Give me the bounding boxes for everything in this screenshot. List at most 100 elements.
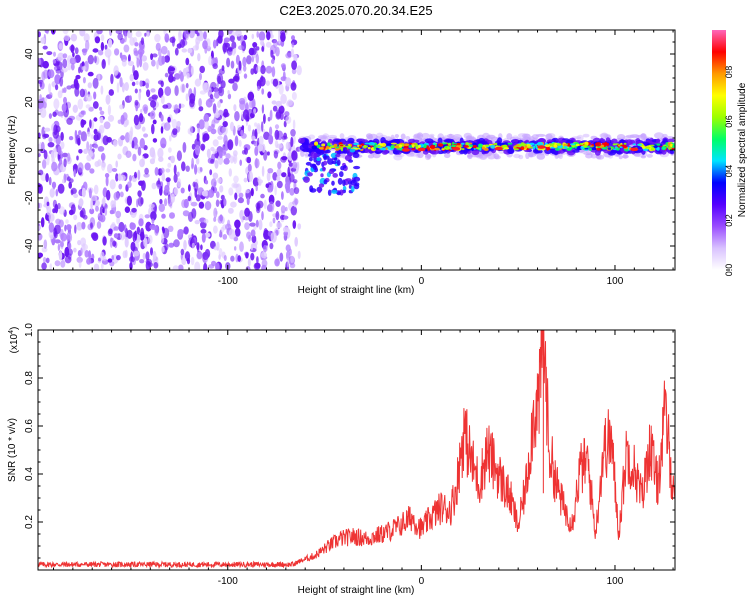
noise-speckle: [136, 80, 139, 85]
noise-speckle: [180, 187, 185, 194]
noise-speckle: [152, 250, 157, 260]
noise-speckle: [217, 75, 222, 84]
noise-speckle: [260, 251, 267, 259]
noise-speckle: [120, 114, 125, 125]
x-tick-label: 100: [607, 576, 624, 587]
noise-speckle: [222, 146, 227, 155]
noise-speckle: [96, 221, 102, 229]
noise-speckle: [113, 233, 119, 239]
noise-speckle: [281, 156, 288, 161]
band-core: [460, 142, 465, 145]
noise-speckle: [129, 74, 134, 82]
noise-speckle: [42, 101, 47, 109]
band-core: [403, 143, 410, 147]
noise-speckle: [240, 129, 244, 137]
x-tick-label: 0: [419, 576, 425, 587]
noise-speckle: [134, 230, 138, 241]
noise-speckle: [54, 203, 59, 214]
noise-speckle: [44, 96, 48, 103]
noise-speckle: [244, 207, 251, 217]
noise-speckle: [194, 78, 202, 87]
noise-speckle: [237, 197, 244, 204]
band-core: [672, 144, 675, 148]
noise-speckle: [55, 84, 59, 91]
noise-speckle: [99, 110, 105, 116]
band-body: [560, 139, 567, 143]
noise-speckle: [204, 121, 210, 130]
noise-speckle: [81, 65, 87, 71]
noise-speckle: [223, 158, 230, 165]
noise-speckle: [291, 150, 298, 161]
noise-speckle: [225, 153, 231, 160]
noise-speckle: [94, 36, 101, 44]
noise-speckle: [172, 265, 180, 270]
noise-speckle: [66, 117, 73, 125]
noise-speckle: [227, 30, 233, 35]
noise-speckle: [213, 217, 217, 222]
noise-speckle: [263, 199, 267, 210]
noise-speckle: [216, 191, 220, 199]
band-core: [345, 145, 351, 148]
noise-speckle: [165, 168, 171, 173]
noise-speckle: [107, 114, 115, 122]
noise-speckle: [182, 68, 187, 77]
noise-speckle: [54, 74, 61, 85]
noise-speckle: [134, 99, 139, 106]
noise-speckle: [142, 252, 146, 260]
noise-speckle: [51, 161, 58, 172]
band-halo: [400, 133, 406, 140]
band-core: [554, 147, 561, 151]
colorbar: [712, 30, 726, 270]
noise-speckle: [89, 143, 93, 150]
noise-speckle: [53, 98, 60, 110]
noise-speckle: [125, 150, 132, 158]
y-tick-label: 0.2: [24, 515, 35, 529]
noise-speckle: [198, 201, 205, 209]
noise-speckle: [73, 193, 79, 198]
noise-speckle: [112, 240, 117, 247]
noise-speckle: [119, 52, 123, 59]
noise-speckle: [111, 222, 116, 228]
noise-speckle: [292, 161, 298, 170]
noise-speckle: [76, 155, 79, 161]
noise-speckle: [139, 138, 145, 149]
noise-speckle: [280, 93, 287, 105]
noise-speckle: [137, 190, 142, 198]
noise-speckle: [104, 48, 112, 58]
noise-speckle: [46, 201, 50, 207]
noise-speckle: [74, 47, 79, 55]
noise-speckle: [176, 150, 182, 161]
noise-speckle: [119, 104, 124, 110]
noise-speckle: [202, 40, 208, 50]
noise-speckle: [38, 57, 42, 66]
noise-speckle: [197, 124, 200, 135]
noise-speckle: [123, 44, 130, 53]
noise-speckle: [148, 203, 155, 209]
noise-speckle: [284, 111, 290, 117]
band-core: [515, 144, 520, 147]
noise-speckle: [38, 233, 43, 241]
noise-speckle: [59, 241, 64, 248]
noise-speckle: [210, 158, 215, 164]
blob: [352, 152, 360, 158]
noise-speckle: [189, 93, 196, 104]
noise-speckle: [79, 88, 86, 98]
noise-speckle: [148, 234, 153, 245]
noise-speckle: [90, 222, 93, 229]
noise-speckle: [199, 167, 203, 172]
noise-speckle: [288, 162, 294, 167]
noise-speckle: [78, 198, 84, 207]
band-core: [661, 146, 667, 149]
noise-speckle: [58, 219, 64, 228]
band-halo: [582, 133, 590, 138]
blob: [345, 178, 352, 182]
noise-speckle: [250, 68, 255, 75]
noise-speckle: [291, 42, 295, 48]
noise-speckle: [208, 264, 215, 269]
x-tick-label: 0: [419, 276, 425, 287]
band-core: [632, 143, 636, 146]
noise-speckle: [125, 119, 130, 126]
noise-speckle: [174, 47, 179, 56]
band-halo: [372, 153, 381, 159]
noise-speckle: [77, 98, 84, 110]
